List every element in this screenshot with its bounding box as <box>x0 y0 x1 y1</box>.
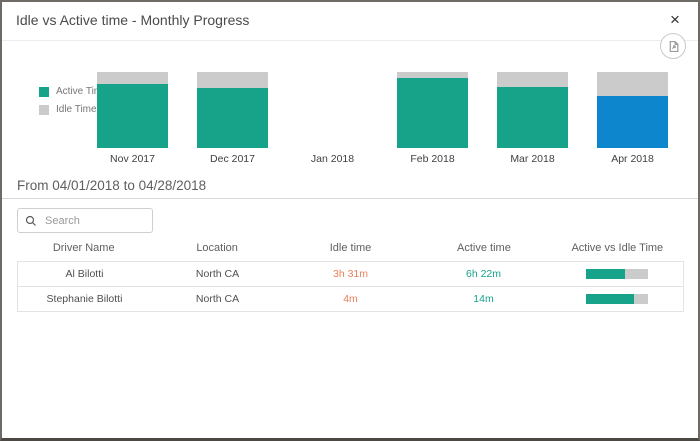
idle-segment <box>97 72 168 85</box>
page-title: Idle vs Active time - Monthly Progress <box>16 12 250 28</box>
stacked-bar <box>597 72 668 148</box>
monthly-progress-chart: Nov 2017 Dec 2017 Jan 2018 Feb 2018 <box>2 72 698 167</box>
idle-segment <box>197 72 268 88</box>
active-vs-idle-cell <box>550 294 683 304</box>
driver-name-cell: Al Bilotti <box>65 268 104 280</box>
stacked-bar <box>497 72 568 148</box>
active-vs-idle-progressbar <box>585 294 648 304</box>
active-segment <box>397 78 468 148</box>
bar-dec-2017[interactable]: Dec 2017 <box>197 72 268 165</box>
bar-apr-2018[interactable]: Apr 2018 <box>597 72 668 165</box>
idle-segment <box>597 72 668 96</box>
dialog-header: Idle vs Active time - Monthly Progress × <box>2 2 698 41</box>
table-body: Al Bilotti North CA 3h 31m 6h 22m Stepha… <box>17 261 684 312</box>
active-time-swatch-icon <box>39 86 49 97</box>
search-icon <box>25 215 36 226</box>
search-box <box>17 208 153 233</box>
idle-time-cell: 3h 31m <box>332 268 369 280</box>
active-segment <box>197 87 268 148</box>
bar-feb-2018[interactable]: Feb 2018 <box>397 72 468 165</box>
idle-segment <box>397 72 468 79</box>
stacked-bar <box>397 72 468 148</box>
column-header-idle-time: Idle time <box>329 242 372 254</box>
export-report-button[interactable] <box>660 33 686 59</box>
active-time-cell: 6h 22m <box>465 268 502 280</box>
x-axis-label: Nov 2017 <box>110 153 155 165</box>
bar-nov-2017[interactable]: Nov 2017 <box>97 72 168 165</box>
export-report-icon <box>667 40 680 53</box>
date-range-label: From 04/01/2018 to 04/28/2018 <box>17 178 207 193</box>
bar-mar-2018[interactable]: Mar 2018 <box>497 72 568 165</box>
active-segment <box>97 84 168 148</box>
x-axis-label: Jan 2018 <box>310 153 355 165</box>
progress-fill <box>585 294 634 304</box>
driver-name-cell: Stephanie Bilotti <box>46 293 123 305</box>
close-button[interactable]: × <box>664 9 686 31</box>
legend-label: Idle Time <box>56 104 97 115</box>
x-axis-label: Dec 2017 <box>210 153 255 165</box>
chart-legend: Active Time Idle Time <box>39 86 108 115</box>
stacked-bar <box>297 72 368 148</box>
x-axis-label: Mar 2018 <box>510 153 555 165</box>
table-row[interactable]: Stephanie Bilotti North CA 4m 14m <box>17 286 684 312</box>
search-input[interactable] <box>43 213 142 228</box>
date-range-section: From 04/01/2018 to 04/28/2018 <box>2 176 698 199</box>
column-header-active-vs-idle: Active vs Idle Time <box>571 242 664 254</box>
active-time-cell: 14m <box>473 293 494 305</box>
legend-label: Active Time <box>56 86 108 97</box>
progress-fill <box>585 269 626 279</box>
legend-item-idle-time[interactable]: Idle Time <box>39 104 108 115</box>
stacked-bar <box>197 72 268 148</box>
column-header-location: Location <box>196 242 238 254</box>
bar-jan-2018[interactable]: Jan 2018 <box>297 72 368 165</box>
legend-item-active-time[interactable]: Active Time <box>39 86 108 97</box>
table-row[interactable]: Al Bilotti North CA 3h 31m 6h 22m <box>17 261 684 287</box>
idle-time-swatch-icon <box>39 104 49 115</box>
x-axis-label: Feb 2018 <box>410 153 455 165</box>
active-vs-idle-progressbar <box>585 269 648 279</box>
location-cell: North CA <box>195 268 240 280</box>
table-header-row: Driver Name Location Idle time Active ti… <box>17 242 684 254</box>
idle-segment <box>497 72 568 88</box>
active-segment <box>497 87 568 148</box>
column-header-active-time: Active time <box>457 242 511 254</box>
stacked-bar <box>97 72 168 148</box>
idle-time-cell: 4m <box>343 293 358 305</box>
active-vs-idle-cell <box>550 269 683 279</box>
active-segment <box>597 95 668 148</box>
x-axis-label: Apr 2018 <box>611 153 654 165</box>
column-header-driver-name: Driver Name <box>52 242 115 254</box>
location-cell: North CA <box>195 293 240 305</box>
